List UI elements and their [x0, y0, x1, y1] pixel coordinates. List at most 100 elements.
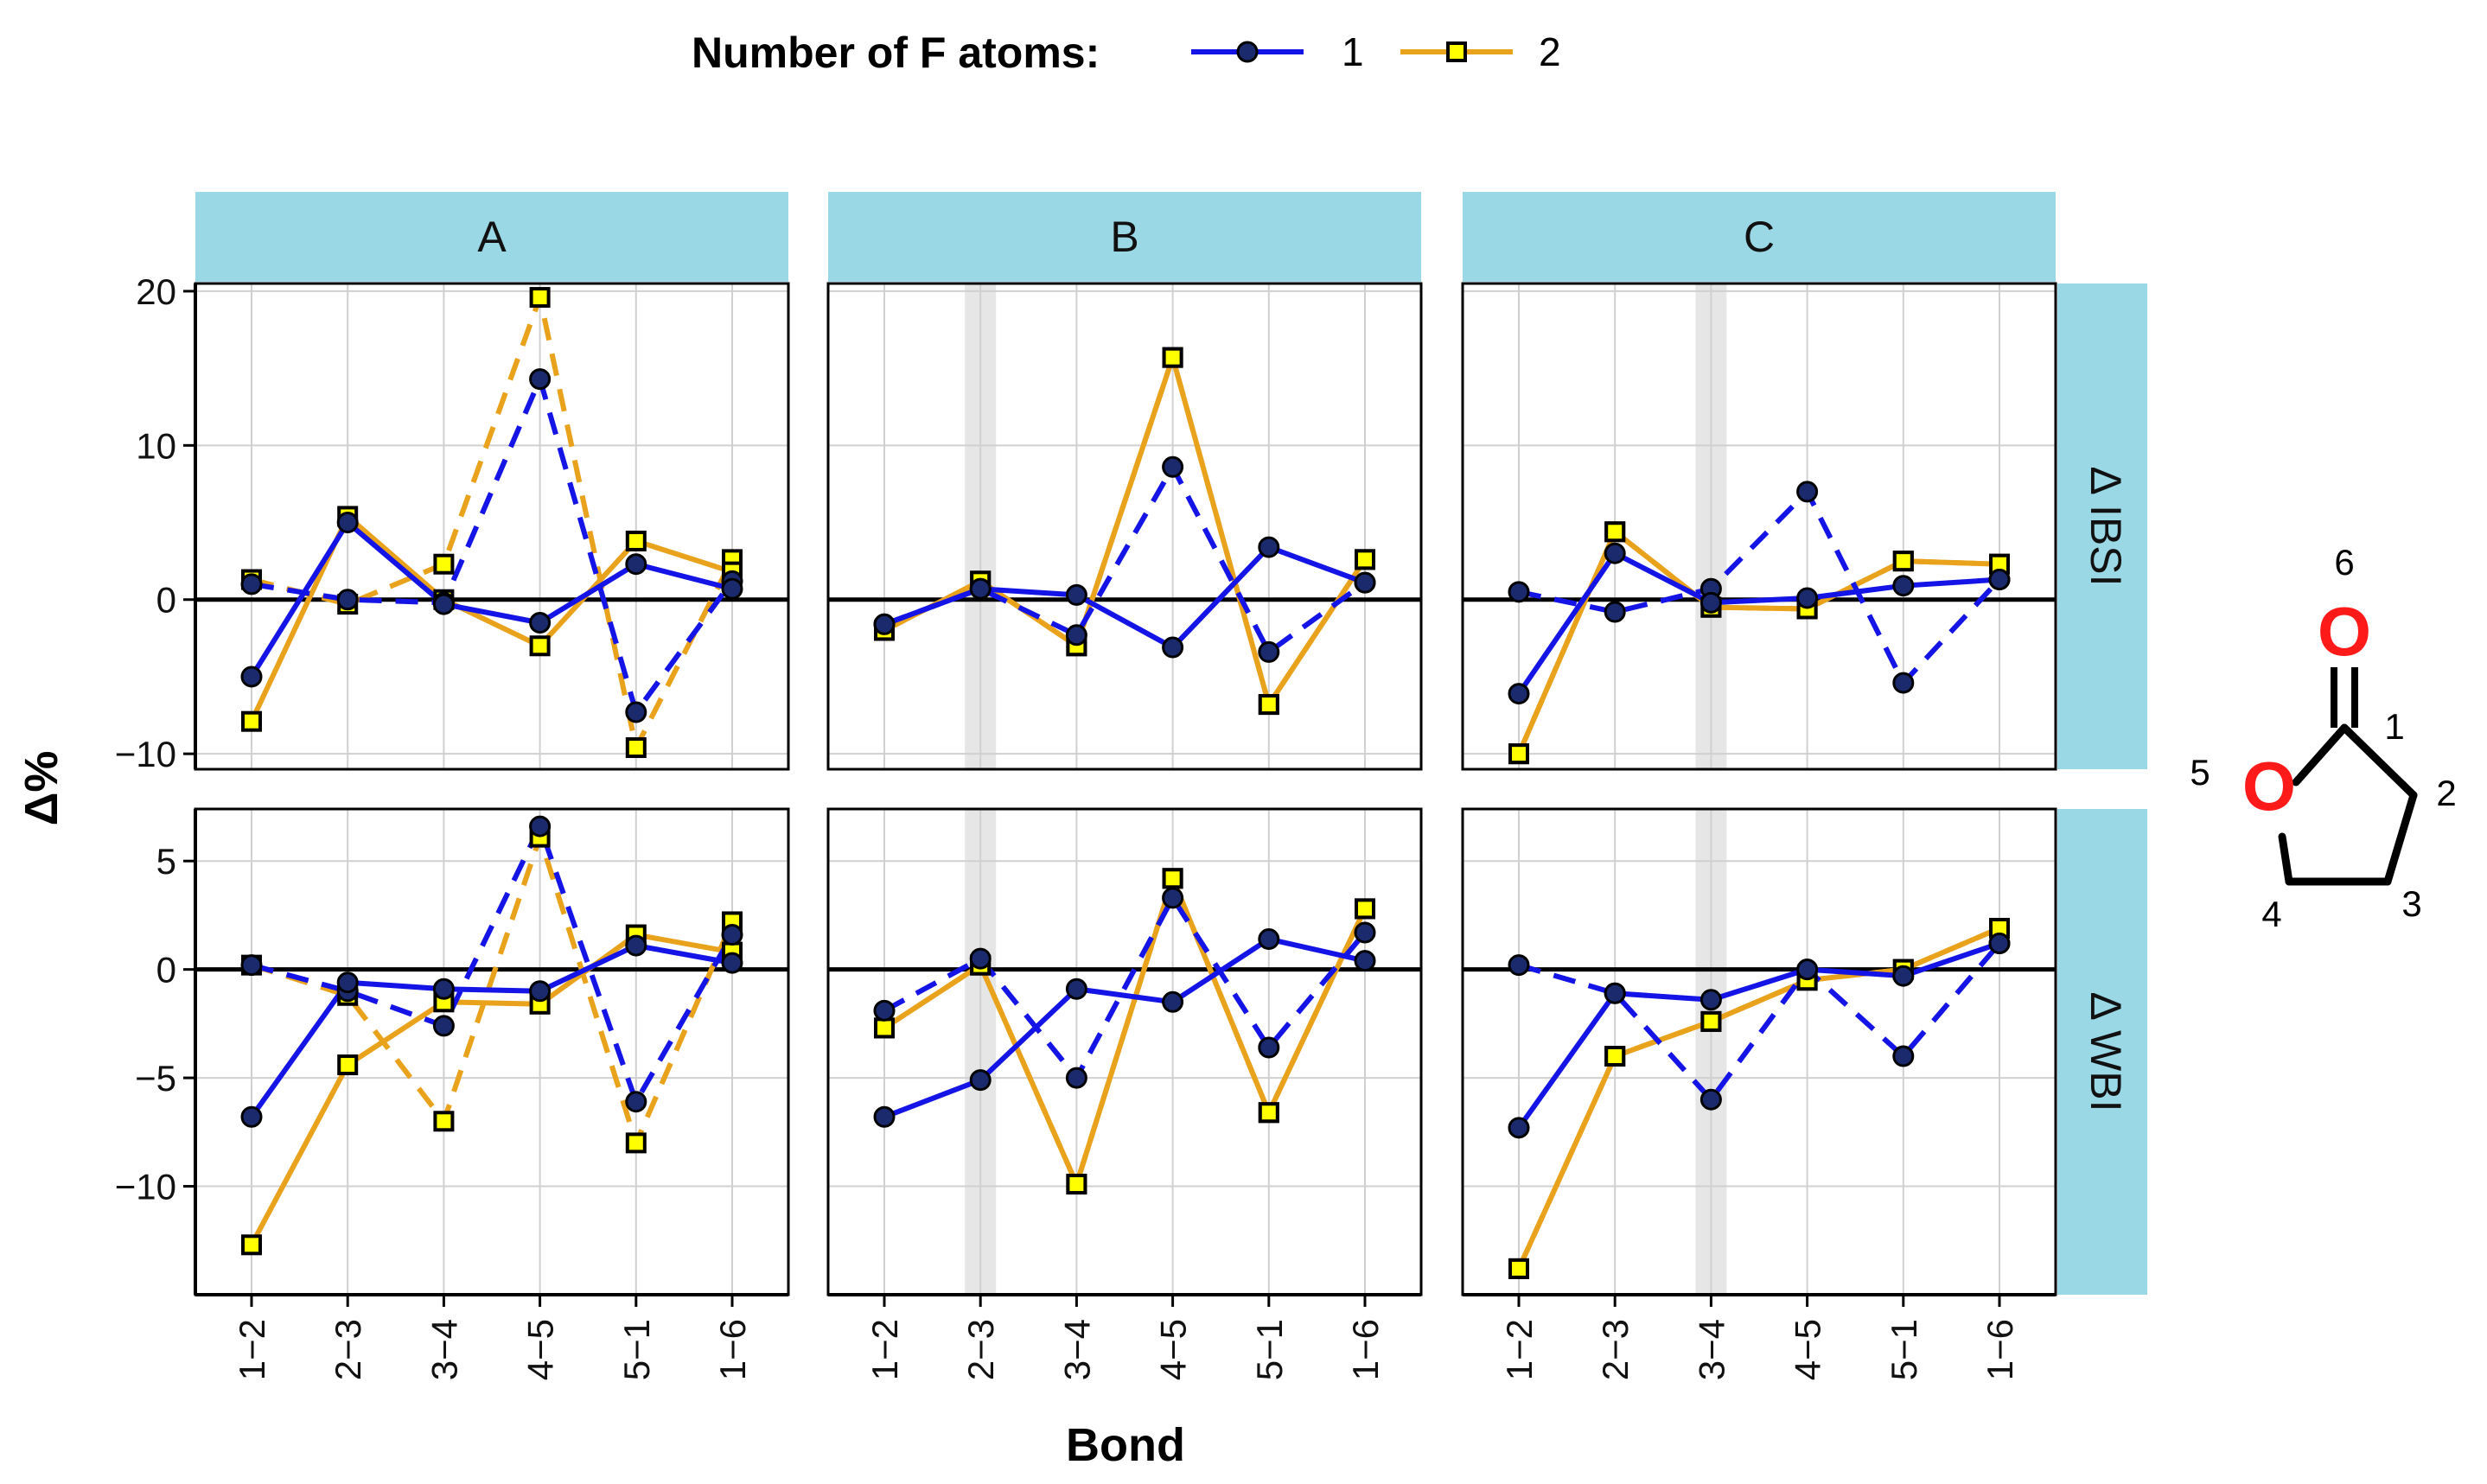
- figure: Number of F atoms: 1 2 A B CΔ IBSIΔ WBI20100…: [0, 0, 2487, 1484]
- point-f1-solid-5-1: [1894, 576, 1913, 596]
- point-f1-solid-2-3: [971, 579, 990, 598]
- panel-border: [828, 283, 1421, 769]
- point-f1-dashed-1-2: [242, 575, 261, 594]
- point-f2-dashed-3-4: [435, 556, 452, 573]
- x-tick-label-1-6: 1−6: [1980, 1319, 2020, 1380]
- point-f2-solid-4-5: [532, 637, 549, 654]
- facet-grid: A B C Δ IBSI Δ WBI 20 10 0 −10 5 0 −5 −10 1−2 2−3 3−4 4−…: [115, 192, 2147, 1380]
- point-f1-solid-2-3: [971, 1071, 990, 1090]
- point-f1-dashed-3-4: [1701, 1090, 1720, 1109]
- x-tick-label-4-5: 4−5: [520, 1319, 561, 1380]
- strip-label-wbi: Δ WBI: [2082, 992, 2130, 1112]
- strip-label-b: B: [1110, 213, 1138, 261]
- point-f1-solid-4-5: [1798, 589, 1817, 608]
- x-tick-label-4-5: 4−5: [1153, 1319, 1194, 1380]
- y-tick-label: 0: [156, 950, 176, 990]
- x-tick-label-2-3: 2−3: [328, 1319, 368, 1380]
- ring-bond: [2282, 837, 2289, 882]
- point-f2-dashed-4-5: [532, 289, 549, 306]
- point-f1-dashed-4-5: [1798, 482, 1817, 501]
- point-f1-solid-1-2: [1509, 685, 1528, 704]
- legend-label-2: 2: [1539, 29, 1561, 74]
- point-f1-solid-2-3: [338, 513, 357, 532]
- point-f1-dashed-2-3: [338, 590, 357, 609]
- strip-label-a: A: [477, 213, 507, 261]
- point-f1-solid-3-4: [1067, 979, 1086, 998]
- x-tick-label-5-1: 5−1: [1884, 1319, 1924, 1380]
- point-f1-dashed-5-1: [1894, 673, 1913, 692]
- point-f2-solid-1-6: [1356, 551, 1374, 568]
- point-f1-dashed-1-2: [1509, 583, 1528, 602]
- x-tick-label-5-1: 5−1: [1249, 1319, 1290, 1380]
- series-line-f2-solid: [1519, 532, 1999, 754]
- y-tick-label: 5: [156, 841, 176, 882]
- point-f1-solid-5-1: [1259, 930, 1279, 949]
- legend-title: Number of F atoms:: [692, 29, 1100, 77]
- x-tick-label-1-6: 1−6: [712, 1319, 753, 1380]
- panel-border: [828, 809, 1421, 1295]
- y-tick-label: −10: [115, 734, 176, 774]
- point-f2-solid-5-1: [1895, 552, 1912, 570]
- atom-label-6: 6: [2334, 542, 2354, 583]
- panel-b-wbi: 1−2 2−3 3−4 4−5 5−1 1−6: [828, 809, 1421, 1380]
- x-tick-label-3-4: 3−4: [1691, 1319, 1731, 1380]
- point-f2-dashed-5-1: [628, 739, 645, 756]
- point-f1-solid-3-4: [1701, 990, 1720, 1010]
- point-f1-dashed-5-1: [1894, 1047, 1913, 1066]
- point-f1-solid-5-1: [1259, 538, 1279, 557]
- ring-bond: [2296, 728, 2344, 782]
- point-f2-dashed-5-1: [628, 1134, 645, 1151]
- point-f2-dashed-3-4: [435, 1112, 452, 1130]
- point-f1-dashed-5-1: [627, 703, 646, 722]
- point-f1-solid-4-5: [1164, 992, 1183, 1011]
- point-f1-solid-4-5: [1798, 960, 1817, 979]
- point-f2-solid-3-4: [1702, 1013, 1719, 1030]
- point-f1-solid-1-6: [723, 579, 742, 598]
- point-f1-dashed-5-1: [1259, 1038, 1279, 1057]
- point-f2-solid-2-3: [1606, 523, 1623, 540]
- point-f2-solid-1-2: [876, 1019, 893, 1036]
- point-f1-dashed-4-5: [1164, 457, 1183, 476]
- point-f1-solid-1-6: [1990, 570, 2009, 589]
- point-f1-solid-2-3: [1605, 544, 1624, 563]
- panel-a-ibsi: 20 10 0 −10: [115, 271, 788, 774]
- point-f2-solid-4-5: [1164, 349, 1182, 366]
- point-f1-dashed-4-5: [531, 370, 550, 389]
- y-axis-title: Δ%: [16, 751, 67, 826]
- point-f2-solid-3-4: [1068, 1175, 1085, 1193]
- point-f1-solid-3-4: [434, 595, 453, 614]
- point-f1-dashed-5-1: [627, 1092, 646, 1111]
- x-tick-label-4-5: 4−5: [1788, 1319, 1828, 1380]
- molecule-diagram: OO612345: [2190, 542, 2456, 934]
- y-tick-label: −5: [135, 1058, 176, 1099]
- point-f2-solid-5-1: [1260, 696, 1278, 713]
- atom-label-1: 1: [2384, 706, 2404, 747]
- series-line-f2-solid: [884, 878, 1365, 1184]
- series-line-f1-dashed: [252, 826, 732, 1102]
- atom-label-2: 2: [2436, 773, 2456, 813]
- x-tick-label-1-2: 1−2: [864, 1319, 905, 1380]
- point-f2-solid-1-2: [243, 1236, 260, 1253]
- panel-border: [1463, 283, 2056, 769]
- panel-border: [195, 283, 788, 769]
- legend-marker-circle: [1238, 42, 1257, 61]
- point-f1-solid-1-6: [723, 953, 742, 972]
- point-f2-solid-2-3: [1606, 1048, 1623, 1065]
- point-f1-solid-2-3: [1605, 984, 1624, 1003]
- point-f1-dashed-3-4: [1067, 626, 1086, 645]
- x-tick-label-3-4: 3−4: [424, 1319, 464, 1380]
- point-f1-dashed-4-5: [1164, 888, 1183, 908]
- point-f1-solid-1-6: [1355, 573, 1374, 592]
- series-line-f2-dashed: [1519, 928, 1999, 1269]
- point-f1-solid-1-2: [242, 667, 261, 686]
- point-f2-solid-5-1: [628, 532, 645, 550]
- legend-label-1: 1: [1342, 29, 1364, 74]
- y-tick-label: −10: [115, 1167, 176, 1207]
- point-f2-solid-1-6: [1356, 900, 1374, 917]
- point-f2-solid-1-2: [243, 713, 260, 730]
- x-tick-label-3-4: 3−4: [1056, 1319, 1097, 1380]
- point-f2-solid-1-2: [1510, 745, 1527, 762]
- panel-b-ibsi: [828, 283, 1421, 769]
- atom-label-4: 4: [2261, 894, 2281, 934]
- atom-label-5: 5: [2190, 752, 2210, 793]
